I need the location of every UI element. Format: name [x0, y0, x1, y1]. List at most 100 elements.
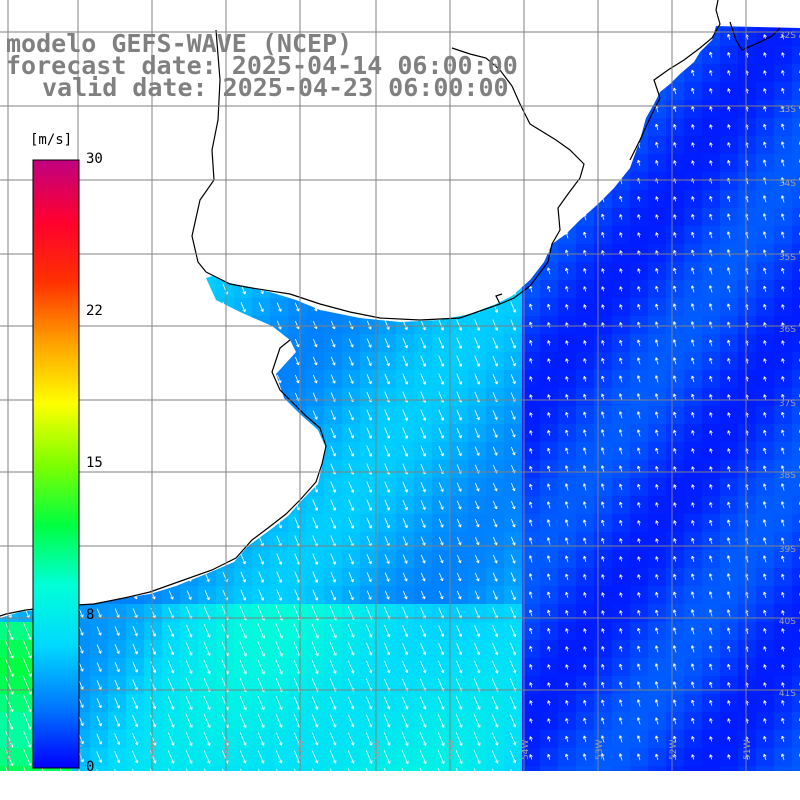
wind-arrow — [167, 696, 175, 710]
wind-arrow — [401, 750, 409, 765]
wind-arrow — [150, 714, 157, 728]
wind-arrow — [529, 736, 533, 742]
wind-arrow — [384, 338, 390, 349]
wind-arrow — [780, 483, 785, 491]
wind-arrow — [636, 735, 641, 743]
wind-arrow — [312, 589, 318, 601]
wind-arrow — [636, 717, 641, 725]
wind-arrow — [709, 195, 713, 202]
wind-arrow — [673, 411, 677, 419]
wind-arrow — [438, 409, 444, 421]
wind-arrow — [22, 639, 32, 659]
wind-arrow — [690, 285, 695, 293]
wind-arrow — [763, 123, 767, 130]
longitude-label: 61W — [5, 740, 15, 760]
wind-arrow — [655, 753, 659, 761]
wind-arrow — [583, 519, 587, 527]
wind-arrow — [708, 249, 713, 257]
wind-arrow — [365, 714, 373, 728]
colorbar-unit: [m/s] — [28, 132, 75, 148]
wind-arrow — [132, 750, 139, 764]
wind-arrow — [168, 625, 175, 638]
wind-arrow — [601, 231, 605, 238]
wind-arrow — [384, 642, 391, 656]
wind-arrow — [114, 644, 120, 655]
wind-arrow — [727, 412, 731, 418]
wind-arrow — [402, 355, 408, 367]
wind-arrow — [654, 717, 659, 725]
wind-arrow — [600, 753, 605, 761]
longitude-label: 58W — [223, 740, 233, 760]
wind-speed-cell — [792, 712, 800, 730]
wind-arrow — [691, 124, 695, 130]
wind-arrow — [420, 481, 426, 493]
wind-arrow — [402, 481, 408, 493]
wind-arrow — [330, 499, 337, 511]
wind-arrow — [781, 646, 785, 652]
wind-arrow — [474, 625, 481, 638]
wind-arrow — [601, 699, 605, 707]
wind-arrow — [727, 466, 731, 472]
wind-arrow — [149, 750, 157, 764]
wind-arrow — [709, 412, 713, 418]
wind-arrow — [311, 714, 319, 728]
wind-arrow — [366, 338, 372, 348]
wind-arrow — [726, 591, 731, 599]
wind-arrow — [781, 322, 785, 328]
wind-arrow — [781, 34, 785, 40]
wind-arrow — [690, 321, 695, 329]
wind-arrow — [114, 697, 120, 709]
wind-arrow — [529, 627, 533, 635]
wind-speed-cell — [792, 658, 800, 676]
wind-arrow — [565, 376, 569, 382]
wind-arrow — [384, 373, 390, 385]
wind-arrow — [709, 718, 713, 724]
wind-arrow — [673, 142, 677, 148]
wind-arrow — [780, 141, 785, 149]
wind-speed-cell — [792, 352, 800, 370]
wind-arrow — [655, 214, 659, 220]
wind-arrow — [691, 573, 695, 581]
wind-arrow — [637, 465, 641, 473]
wind-arrow — [529, 358, 533, 364]
wind-arrow — [781, 249, 785, 257]
wind-arrow — [655, 447, 659, 455]
wind-arrow — [330, 481, 336, 493]
wind-arrow — [456, 625, 463, 637]
wind-arrow — [636, 429, 641, 437]
wind-arrow — [565, 285, 569, 292]
wind-arrow — [438, 482, 444, 492]
wind-arrow — [636, 699, 641, 707]
wind-arrow — [708, 591, 713, 599]
wind-arrow — [762, 537, 767, 545]
wind-arrow — [510, 572, 516, 582]
wind-arrow — [547, 700, 551, 706]
wind-arrow — [672, 303, 677, 311]
wind-arrow — [763, 88, 767, 94]
wind-arrow — [565, 591, 569, 598]
latitude-label: 41S — [779, 689, 796, 699]
wind-arrow — [474, 373, 480, 385]
wind-arrow — [402, 445, 409, 457]
wind-arrow — [438, 625, 445, 637]
wind-arrow — [420, 409, 427, 421]
wind-arrow — [672, 375, 677, 383]
wind-arrow — [419, 732, 427, 747]
wind-arrow — [727, 52, 731, 58]
wind-arrow — [763, 573, 767, 581]
wind-arrow — [780, 213, 785, 221]
wind-arrow — [185, 660, 193, 674]
wind-speed-cell — [792, 586, 800, 604]
wind-arrow — [132, 643, 138, 655]
wind-arrow — [546, 537, 551, 545]
wind-arrow — [330, 517, 337, 529]
wind-arrow — [565, 411, 569, 418]
wind-arrow — [691, 267, 695, 275]
wind-arrow — [258, 589, 265, 601]
wind-arrow — [78, 662, 84, 672]
wind-arrow — [619, 195, 623, 202]
wind-arrow — [637, 339, 641, 347]
wind-speed-cell — [792, 136, 800, 154]
wind-speed-cell — [792, 514, 800, 532]
wind-arrow — [150, 643, 157, 655]
